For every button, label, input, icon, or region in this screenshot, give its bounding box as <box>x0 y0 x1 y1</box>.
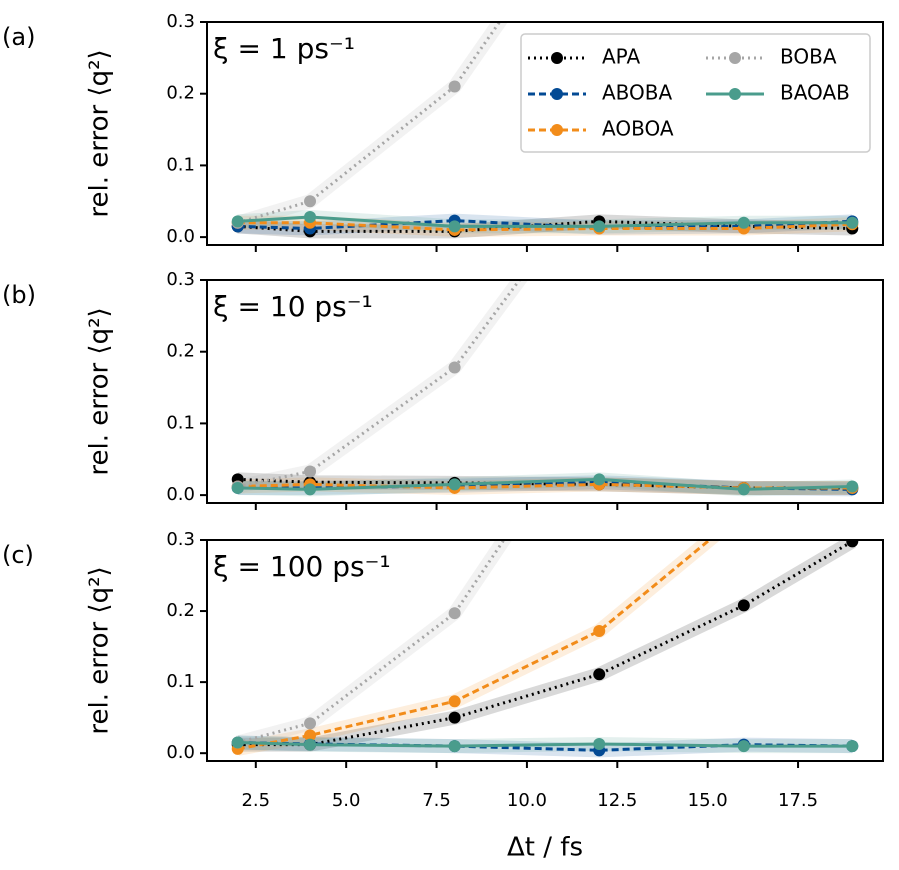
legend-marker <box>551 124 563 136</box>
marker <box>304 717 317 730</box>
marker <box>448 740 461 753</box>
marker <box>304 483 317 496</box>
marker <box>448 711 461 724</box>
legend-label: ABOBA <box>602 81 673 105</box>
y-axis-label: rel. error ⟨q²⟩ <box>85 566 115 734</box>
marker <box>738 506 750 518</box>
marker <box>448 80 461 93</box>
plot-area <box>231 179 859 758</box>
marker <box>304 729 317 742</box>
marker <box>846 216 859 229</box>
legend-label: BAOAB <box>780 81 850 105</box>
legend-label: AOBOA <box>602 117 674 141</box>
annotation: ξ = 10 ps⁻¹ <box>213 290 373 323</box>
uncertainty-band <box>235 22 509 230</box>
series-line <box>237 215 853 228</box>
axes-frame <box>206 539 884 762</box>
marker <box>846 540 859 548</box>
legend-marker <box>729 52 741 64</box>
y-tick-label: 0.0 <box>166 226 195 247</box>
series-line <box>237 741 853 748</box>
marker <box>448 607 461 620</box>
y-tick-label: 0.3 <box>166 11 195 32</box>
y-tick-label: 0.0 <box>166 742 195 763</box>
marker <box>593 473 606 486</box>
marker <box>231 215 244 228</box>
series-line <box>237 280 522 488</box>
legend-box <box>520 33 871 153</box>
plot-area <box>231 166 859 497</box>
marker <box>737 216 750 229</box>
marker <box>593 668 606 681</box>
uncertainty-band <box>235 540 513 750</box>
plot-area <box>231 22 859 239</box>
x-tick-label: 15.0 <box>688 790 728 811</box>
x-tick-label: 12.5 <box>597 790 637 811</box>
marker <box>737 599 750 612</box>
x-axis-label: Δt / fs <box>507 833 583 863</box>
panel-label: (b) <box>2 281 36 309</box>
marker <box>738 179 750 191</box>
legend-marker <box>551 88 563 100</box>
x-tick-label: 7.5 <box>422 790 451 811</box>
marker <box>448 361 461 374</box>
marker <box>846 740 859 753</box>
series-line <box>237 477 853 491</box>
legend-label: APA <box>602 45 640 69</box>
marker <box>304 211 317 224</box>
annotation: ξ = 1 ps⁻¹ <box>213 32 355 65</box>
y-tick-label: 0.1 <box>166 671 195 692</box>
y-tick-label: 0.1 <box>166 412 195 433</box>
x-tick-label: 5.0 <box>332 790 361 811</box>
marker <box>593 220 606 233</box>
marker <box>448 478 461 491</box>
marker <box>304 465 317 478</box>
marker <box>737 740 750 753</box>
x-tick-label: 17.5 <box>778 790 818 811</box>
y-axis-label: rel. error ⟨q²⟩ <box>85 49 115 217</box>
marker <box>304 195 317 208</box>
legend-label: BOBA <box>780 45 837 69</box>
y-tick-label: 0.0 <box>166 484 195 505</box>
x-tick-label: 10.0 <box>507 790 547 811</box>
marker <box>846 480 859 493</box>
series-line <box>237 540 712 751</box>
marker <box>846 392 858 404</box>
y-tick-label: 0.3 <box>166 269 195 290</box>
panel-label: (a) <box>2 23 35 51</box>
marker <box>593 624 606 637</box>
panel-label: (c) <box>2 541 34 569</box>
series-line <box>237 221 853 232</box>
axes-frame <box>206 279 884 504</box>
x-tick-label: 2.5 <box>241 790 270 811</box>
series-line <box>237 219 853 231</box>
y-axis-label: rel. error ⟨q²⟩ <box>85 307 115 475</box>
y-tick-label: 0.2 <box>166 341 195 362</box>
legend-marker <box>551 52 563 64</box>
y-tick-label: 0.1 <box>166 154 195 175</box>
y-tick-label: 0.2 <box>166 83 195 104</box>
marker <box>304 738 317 751</box>
y-tick-label: 0.2 <box>166 600 195 621</box>
marker <box>231 736 244 749</box>
marker <box>737 483 750 496</box>
marker <box>448 220 461 233</box>
marker <box>593 737 606 750</box>
axes-frame <box>206 21 884 246</box>
marker <box>231 481 244 494</box>
y-tick-label: 0.3 <box>166 529 195 550</box>
annotation: ξ = 100 ps⁻¹ <box>213 550 391 583</box>
marker <box>448 695 461 708</box>
marker <box>593 166 605 178</box>
legend-marker <box>729 88 741 100</box>
series-line <box>237 482 853 490</box>
marker <box>593 392 605 404</box>
